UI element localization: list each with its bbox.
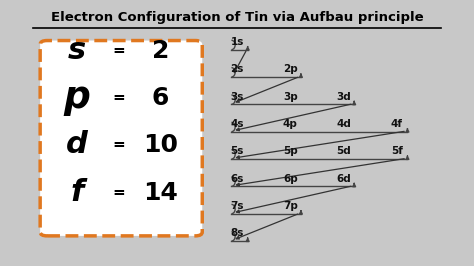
Text: 4s: 4s [230,119,244,129]
Text: 6: 6 [152,86,169,110]
Text: 1s: 1s [230,37,244,47]
Text: s: s [68,36,86,65]
Text: 3s: 3s [230,92,244,102]
Text: =: = [112,185,125,200]
Text: 4d: 4d [336,119,351,129]
Text: d: d [66,130,88,159]
Text: 4f: 4f [391,119,403,129]
Text: Electron Configuration of Tin via Aufbau principle: Electron Configuration of Tin via Aufbau… [51,11,423,24]
Text: 6p: 6p [283,174,298,184]
Text: p: p [64,80,91,116]
Text: 5s: 5s [230,146,244,156]
Text: 5p: 5p [283,146,298,156]
Text: =: = [112,90,125,105]
Text: 14: 14 [143,181,178,205]
FancyBboxPatch shape [40,40,202,236]
Text: 4p: 4p [283,119,298,129]
Text: 7s: 7s [230,201,244,211]
Text: 5d: 5d [336,146,351,156]
Text: 2p: 2p [283,64,298,74]
Text: 6d: 6d [336,174,351,184]
Text: 6s: 6s [230,174,244,184]
Text: f: f [71,178,84,207]
Text: 3p: 3p [283,92,298,102]
Text: 5f: 5f [391,146,403,156]
Text: 10: 10 [143,133,178,157]
Text: =: = [112,43,125,59]
Text: 2s: 2s [230,64,244,74]
Text: =: = [112,137,125,152]
Text: 7p: 7p [283,201,298,211]
Text: 3d: 3d [336,92,351,102]
Text: 8s: 8s [230,228,244,238]
Text: 2: 2 [152,39,169,63]
